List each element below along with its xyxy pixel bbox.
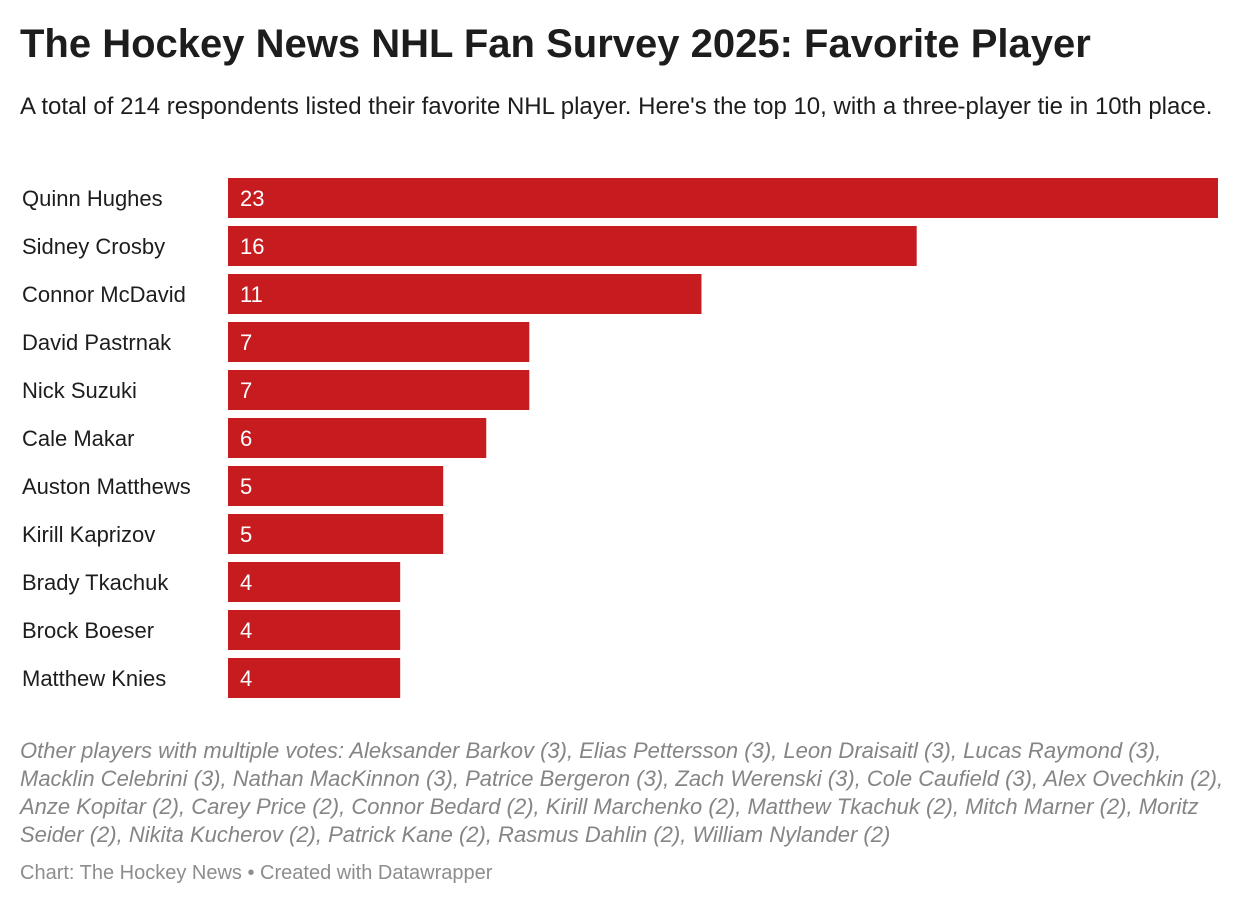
bar-chart-svg: Quinn Hughes 23 Sidney Crosby 16 Connor McDa… [22, 178, 1218, 698]
bar [228, 274, 702, 314]
bar [228, 658, 401, 698]
bar [228, 322, 530, 362]
value-label: 7 [240, 330, 252, 355]
bar [228, 514, 444, 554]
category-label: Matthew Knies [22, 666, 166, 691]
bar [228, 466, 444, 506]
category-label: Auston Matthews [22, 474, 191, 499]
value-label: 4 [240, 666, 252, 691]
value-label: 7 [240, 378, 252, 403]
value-label: 23 [240, 186, 264, 211]
chart-title: The Hockey News NHL Fan Survey 2025: Fav… [20, 22, 1091, 66]
chart-notes: Other players with multiple votes: Aleks… [20, 738, 1224, 847]
category-label: Connor McDavid [22, 282, 186, 307]
bar [228, 610, 401, 650]
category-label: Cale Makar [22, 426, 134, 451]
category-label: David Pastrnak [22, 330, 172, 355]
value-label: 11 [240, 282, 263, 307]
bar [228, 178, 1218, 218]
value-label: 5 [240, 522, 252, 547]
category-label: Quinn Hughes [22, 186, 163, 211]
category-label: Sidney Crosby [22, 234, 165, 259]
bar [228, 562, 401, 602]
bar [228, 226, 917, 266]
bar [228, 418, 487, 458]
category-label: Brock Boeser [22, 618, 154, 643]
category-label: Brady Tkachuk [22, 570, 169, 595]
value-label: 6 [240, 426, 252, 451]
bar-chart: Quinn Hughes 23 Sidney Crosby 16 Connor McDa… [0, 174, 1240, 704]
value-label: 4 [240, 618, 252, 643]
category-label: Nick Suzuki [22, 378, 137, 403]
value-label: 16 [240, 234, 264, 259]
chart-source: Chart: The Hockey News • Created with Da… [20, 862, 493, 884]
bar [228, 370, 530, 410]
value-label: 4 [240, 570, 252, 595]
category-label: Kirill Kaprizov [22, 522, 155, 547]
chart-subtitle: A total of 214 respondents listed their … [20, 93, 1213, 120]
value-label: 5 [240, 474, 252, 499]
